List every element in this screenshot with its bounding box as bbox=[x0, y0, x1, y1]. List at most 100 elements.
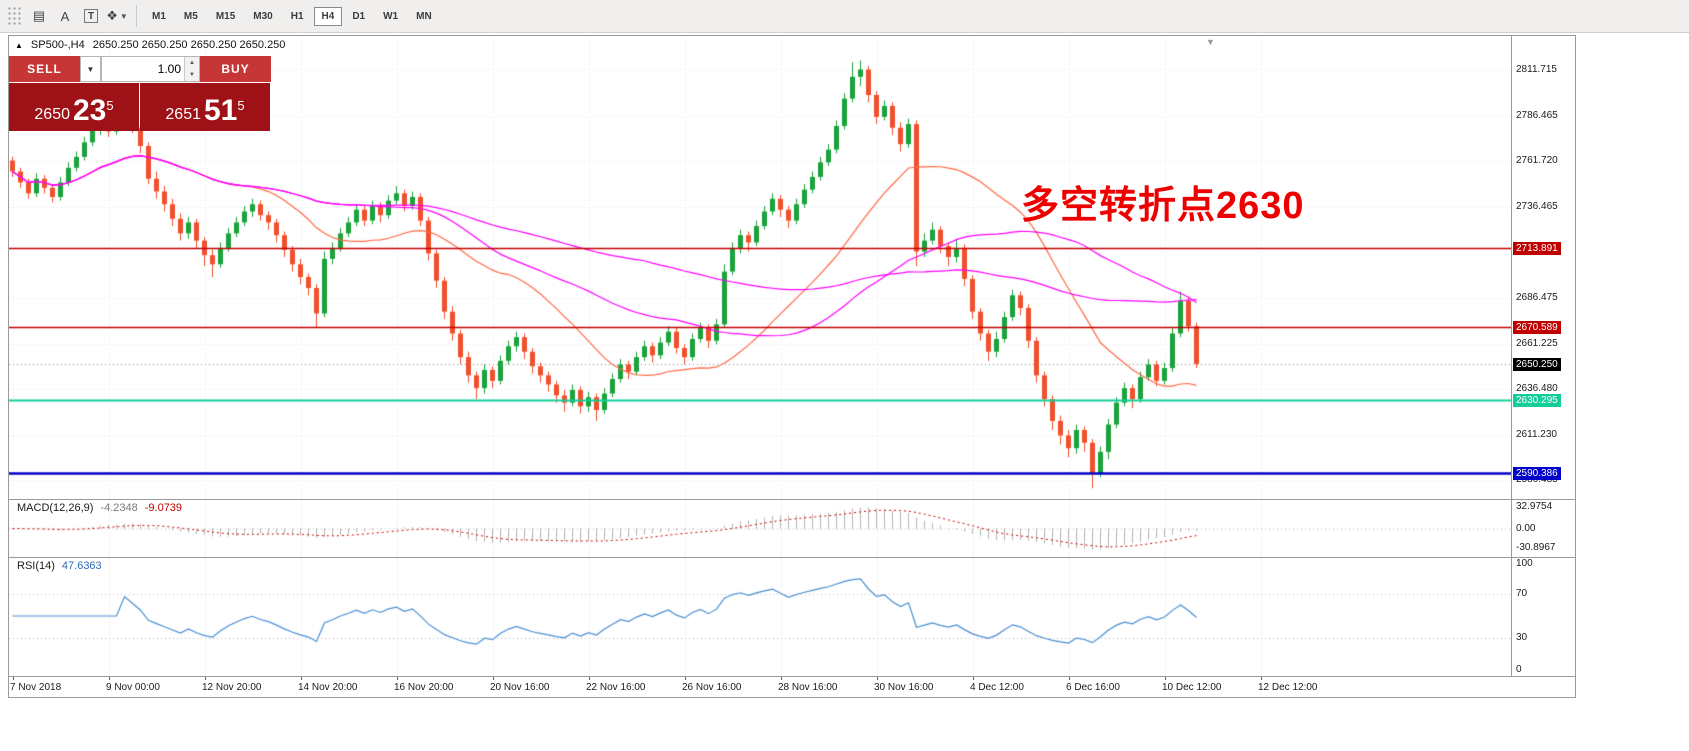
price-tick: 2761.720 bbox=[1516, 155, 1558, 167]
price-axis: 2811.715 2786.465 2761.720 2736.465 2686.475… bbox=[1511, 36, 1575, 499]
time-label: 28 Nov 16:00 bbox=[778, 682, 838, 693]
bid-price-display[interactable]: 2650 23 5 bbox=[9, 83, 139, 131]
main-chart-pane: ▲ SP500-,H4 2650.250 2650.250 2650.250 2… bbox=[9, 36, 1575, 499]
price-tick: 2611.230 bbox=[1516, 429, 1557, 441]
macd-name: MACD(12,26,9) bbox=[17, 502, 94, 514]
price-tick: 2736.465 bbox=[1516, 201, 1558, 213]
rsi-pane: RSI(14) 47.6363 100 70 30 0 bbox=[9, 558, 1575, 676]
timeframe-button-M5[interactable]: M5 bbox=[183, 10, 198, 22]
bid-price-big: 23 bbox=[72, 94, 107, 127]
timeframe-button-M30[interactable]: M30 bbox=[253, 10, 273, 22]
time-label: 4 Dec 12:00 bbox=[970, 682, 1024, 693]
chart-ohlc-values: 2650.250 2650.250 2650.250 2650.250 bbox=[92, 39, 286, 51]
rsi-canvas bbox=[9, 558, 1511, 676]
pane-separator bbox=[9, 676, 1575, 677]
time-tick-mark bbox=[1261, 677, 1262, 680]
time-tick-mark bbox=[13, 677, 14, 680]
price-tick: 2786.465 bbox=[1516, 109, 1558, 121]
text-tool-glyph: T bbox=[84, 9, 98, 23]
timeframe-buttons: M1 M5 M15 M30 H1 H4 D1 W1 MN bbox=[143, 6, 441, 26]
time-label: 26 Nov 16:00 bbox=[682, 682, 742, 693]
time-tick-mark bbox=[493, 677, 494, 680]
price-tick: 2636.480 bbox=[1516, 383, 1558, 395]
toolbar-grip[interactable] bbox=[6, 5, 22, 27]
ask-price-big: 51 bbox=[203, 94, 238, 127]
timeframe-button-M1[interactable]: M1 bbox=[152, 10, 166, 22]
time-label: 16 Nov 20:00 bbox=[394, 682, 454, 693]
price-line-badge: 2590.386 bbox=[1513, 466, 1561, 480]
price-tick: 0 bbox=[1516, 664, 1522, 675]
spin-up-icon[interactable]: ▲ bbox=[185, 57, 199, 69]
time-tick-mark bbox=[1165, 677, 1166, 680]
text-tool-icon[interactable]: T bbox=[79, 4, 103, 28]
time-tick-mark bbox=[301, 677, 302, 680]
chart-grid-icon[interactable]: ▤ bbox=[32, 8, 46, 23]
price-tick: 2811.715 bbox=[1516, 64, 1557, 76]
chart-ohlc-header: ▲ SP500-,H4 2650.250 2650.250 2650.250 2… bbox=[15, 39, 285, 51]
volume-spinner: ▲ ▼ bbox=[184, 57, 199, 81]
time-label: 12 Nov 20:00 bbox=[202, 682, 262, 693]
cursor-a-icon[interactable]: A bbox=[60, 8, 70, 24]
time-label: 7 Nov 2018 bbox=[10, 682, 62, 693]
macd-value-main: -4.2348 bbox=[100, 502, 138, 514]
price-line-badge: 2650.250 bbox=[1513, 357, 1561, 371]
time-label: 22 Nov 16:00 bbox=[586, 682, 646, 693]
bid-price-small: 2650 bbox=[34, 106, 70, 123]
timeframe-button-W1[interactable]: W1 bbox=[383, 10, 399, 22]
ask-price-small: 2651 bbox=[165, 106, 201, 123]
macd-value-signal: -9.0739 bbox=[144, 502, 183, 514]
macd-label: MACD(12,26,9) -4.2348 -9.0739 bbox=[17, 502, 182, 514]
price-tick: 32.9754 bbox=[1516, 501, 1553, 513]
expand-triangle-icon[interactable]: ▲ bbox=[15, 40, 23, 50]
shapes-icon: ❖ bbox=[106, 8, 118, 23]
chart-window: ▲ SP500-,H4 2650.250 2650.250 2650.250 2… bbox=[8, 35, 1576, 698]
time-tick-mark bbox=[973, 677, 974, 680]
price-tick: 2661.225 bbox=[1516, 338, 1558, 349]
time-tick-mark bbox=[781, 677, 782, 680]
annotation-text: 多空转折点2630 bbox=[1021, 185, 1305, 227]
volume-input-group: ▲ ▼ bbox=[101, 56, 200, 82]
top-toolbar: ▤ A T ❖ ▼ M1 M5 M15 M30 H1 H4 D1 W1 MN bbox=[0, 0, 1689, 33]
one-click-trade-panel: SELL ▼ ▲ ▼ BUY 2650 23 5 265 bbox=[9, 56, 271, 131]
spin-down-icon[interactable]: ▼ bbox=[185, 69, 199, 81]
rsi-label: RSI(14) 47.6363 bbox=[17, 560, 102, 572]
price-tick: 100 bbox=[1516, 558, 1533, 569]
time-label: 10 Dec 12:00 bbox=[1162, 682, 1222, 693]
chevron-down-icon: ▼ bbox=[119, 11, 128, 21]
volume-dropdown-button[interactable]: ▼ bbox=[80, 56, 101, 82]
shapes-dropdown[interactable]: ❖ ▼ bbox=[105, 4, 129, 28]
chart-shift-marker-icon[interactable]: ▼ bbox=[1206, 37, 1215, 47]
pane-separator[interactable] bbox=[9, 499, 1575, 500]
time-tick-mark bbox=[109, 677, 110, 680]
time-label: 30 Nov 16:00 bbox=[874, 682, 934, 693]
sell-button[interactable]: SELL bbox=[9, 56, 80, 82]
time-tick-mark bbox=[877, 677, 878, 680]
rsi-value: 47.6363 bbox=[61, 560, 102, 572]
ask-price-display[interactable]: 2651 51 5 bbox=[140, 83, 270, 131]
macd-canvas bbox=[9, 500, 1511, 557]
price-tick: 30 bbox=[1516, 631, 1528, 643]
time-axis: 7 Nov 2018 9 Nov 00:00 12 Nov 20:00 14 Nov … bbox=[9, 677, 1575, 697]
toolbar-separator bbox=[136, 5, 137, 27]
timeframe-button-D1[interactable]: D1 bbox=[352, 10, 366, 22]
time-label: 6 Dec 16:00 bbox=[1066, 682, 1120, 693]
ask-price-sup: 5 bbox=[237, 98, 245, 113]
macd-axis: 32.9754 0.00 -30.8967 bbox=[1511, 500, 1575, 557]
timeframe-button-MN[interactable]: MN bbox=[416, 10, 432, 22]
time-tick-mark bbox=[589, 677, 590, 680]
volume-input[interactable] bbox=[102, 57, 184, 81]
price-line-badge: 2670.589 bbox=[1513, 320, 1561, 334]
chart-symbol-label: SP500-,H4 bbox=[30, 39, 85, 51]
time-label: 14 Nov 20:00 bbox=[298, 682, 358, 693]
time-label: 12 Dec 12:00 bbox=[1258, 682, 1318, 693]
pane-separator[interactable] bbox=[9, 557, 1575, 558]
rsi-axis: 100 70 30 0 bbox=[1511, 558, 1575, 676]
timeframe-button-M15[interactable]: M15 bbox=[215, 10, 236, 22]
timeframe-button-H4[interactable]: H4 bbox=[313, 6, 343, 26]
bid-price-sup: 5 bbox=[106, 98, 114, 113]
timeframe-button-H1[interactable]: H1 bbox=[290, 10, 304, 22]
price-tick: 0.00 bbox=[1516, 522, 1536, 534]
time-label: 20 Nov 16:00 bbox=[490, 682, 550, 693]
time-tick-mark bbox=[397, 677, 398, 680]
buy-button[interactable]: BUY bbox=[200, 56, 271, 82]
